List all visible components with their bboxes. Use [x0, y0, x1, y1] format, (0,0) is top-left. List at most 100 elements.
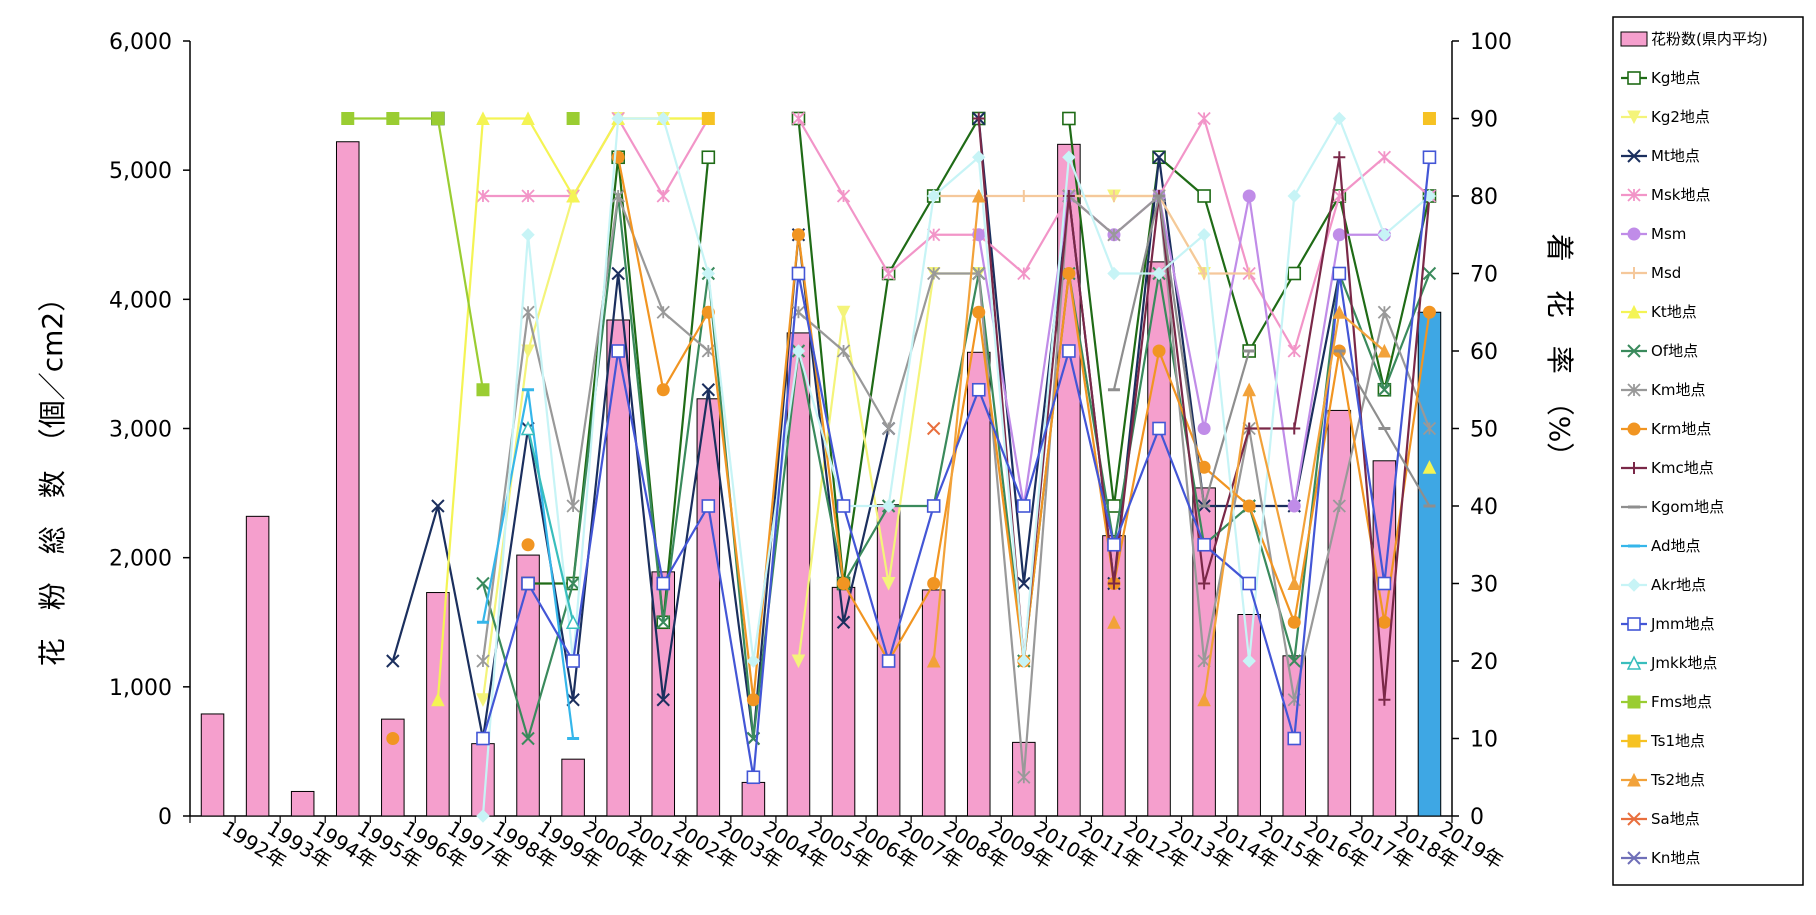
legend-label: Krm地点	[1651, 420, 1711, 438]
point	[1627, 734, 1641, 748]
point	[1197, 422, 1211, 435]
point	[1627, 227, 1641, 241]
point	[1627, 812, 1641, 826]
point	[746, 654, 761, 668]
point	[881, 577, 896, 591]
series-path	[1067, 118, 1431, 508]
right-tick-label: 20	[1470, 650, 1498, 675]
point	[1287, 654, 1301, 668]
bar	[516, 554, 540, 817]
point	[611, 111, 625, 126]
series-line	[476, 150, 1437, 785]
point	[1287, 189, 1301, 203]
point	[1332, 305, 1347, 319]
series-path	[1112, 194, 1251, 508]
point	[1242, 189, 1256, 203]
point	[1627, 110, 1641, 125]
point	[1107, 228, 1121, 242]
point	[1287, 344, 1301, 358]
point	[791, 654, 806, 669]
legend-label: Sa地点	[1651, 810, 1700, 828]
point	[1017, 499, 1031, 513]
point	[1422, 150, 1437, 165]
point	[431, 692, 445, 707]
point	[926, 499, 941, 513]
legend-label: 花粉数(県内平均)	[1651, 30, 1768, 48]
point	[521, 189, 535, 203]
bar	[921, 589, 946, 817]
point	[1107, 266, 1121, 281]
point	[566, 654, 580, 668]
right-tick-label: 40	[1470, 495, 1498, 520]
point	[1107, 190, 1120, 202]
point	[1197, 189, 1211, 203]
point	[476, 576, 490, 591]
legend-label: Akr地点	[1651, 576, 1706, 594]
point	[881, 654, 896, 668]
point	[611, 266, 625, 281]
point	[972, 305, 986, 319]
legend-box	[1612, 16, 1804, 886]
point	[1377, 383, 1392, 397]
right-tick-label: 30	[1470, 573, 1498, 598]
point	[791, 344, 806, 358]
point	[1332, 228, 1346, 242]
series-path	[347, 117, 485, 390]
point	[1377, 615, 1391, 629]
point	[837, 577, 851, 590]
point	[836, 499, 851, 513]
point	[566, 576, 580, 591]
point	[521, 228, 535, 242]
left-tick-label: 0	[158, 805, 172, 830]
legend-label: Kg2地点	[1651, 108, 1710, 126]
left-axis-title: 花 粉 総 数 （個／cm2）	[36, 284, 69, 667]
point	[1377, 150, 1392, 164]
point	[1422, 421, 1437, 436]
point	[1287, 576, 1302, 590]
legend-label: Ad地点	[1651, 537, 1701, 555]
point	[476, 731, 490, 746]
point	[927, 577, 941, 590]
legend-label: Msd	[1651, 264, 1681, 282]
bar	[381, 718, 405, 817]
point	[1197, 228, 1211, 242]
legend-label: Jmkk地点	[1650, 654, 1717, 672]
point	[881, 266, 896, 281]
series-line	[476, 388, 580, 740]
point	[1377, 228, 1392, 242]
point	[1242, 499, 1256, 513]
right-axis-title: 着 花 率 （%）	[1543, 234, 1576, 471]
point	[1017, 654, 1031, 668]
point	[972, 266, 986, 281]
point	[701, 150, 716, 165]
bar	[335, 141, 360, 817]
point	[386, 112, 400, 125]
point	[1107, 499, 1121, 513]
point	[431, 112, 445, 125]
series-path	[481, 117, 1431, 817]
point	[1017, 770, 1031, 784]
point	[1627, 851, 1641, 865]
series-path	[526, 428, 575, 623]
point	[836, 189, 851, 203]
point	[1243, 267, 1256, 280]
point	[1062, 344, 1076, 358]
point	[1243, 422, 1256, 435]
point	[791, 228, 805, 242]
point	[1377, 343, 1392, 358]
right-tick-label: 50	[1470, 418, 1498, 443]
left-tick-label: 5,000	[109, 159, 172, 184]
point	[701, 305, 715, 319]
series-line	[926, 421, 941, 436]
point	[566, 188, 580, 203]
right-tick-label: 0	[1470, 805, 1484, 830]
bar	[696, 398, 721, 817]
point	[1287, 615, 1301, 629]
point	[1107, 537, 1121, 552]
series-line	[476, 189, 1437, 784]
series-line	[386, 150, 1436, 745]
point	[701, 266, 716, 281]
series-path	[977, 194, 1385, 508]
point	[521, 731, 535, 746]
